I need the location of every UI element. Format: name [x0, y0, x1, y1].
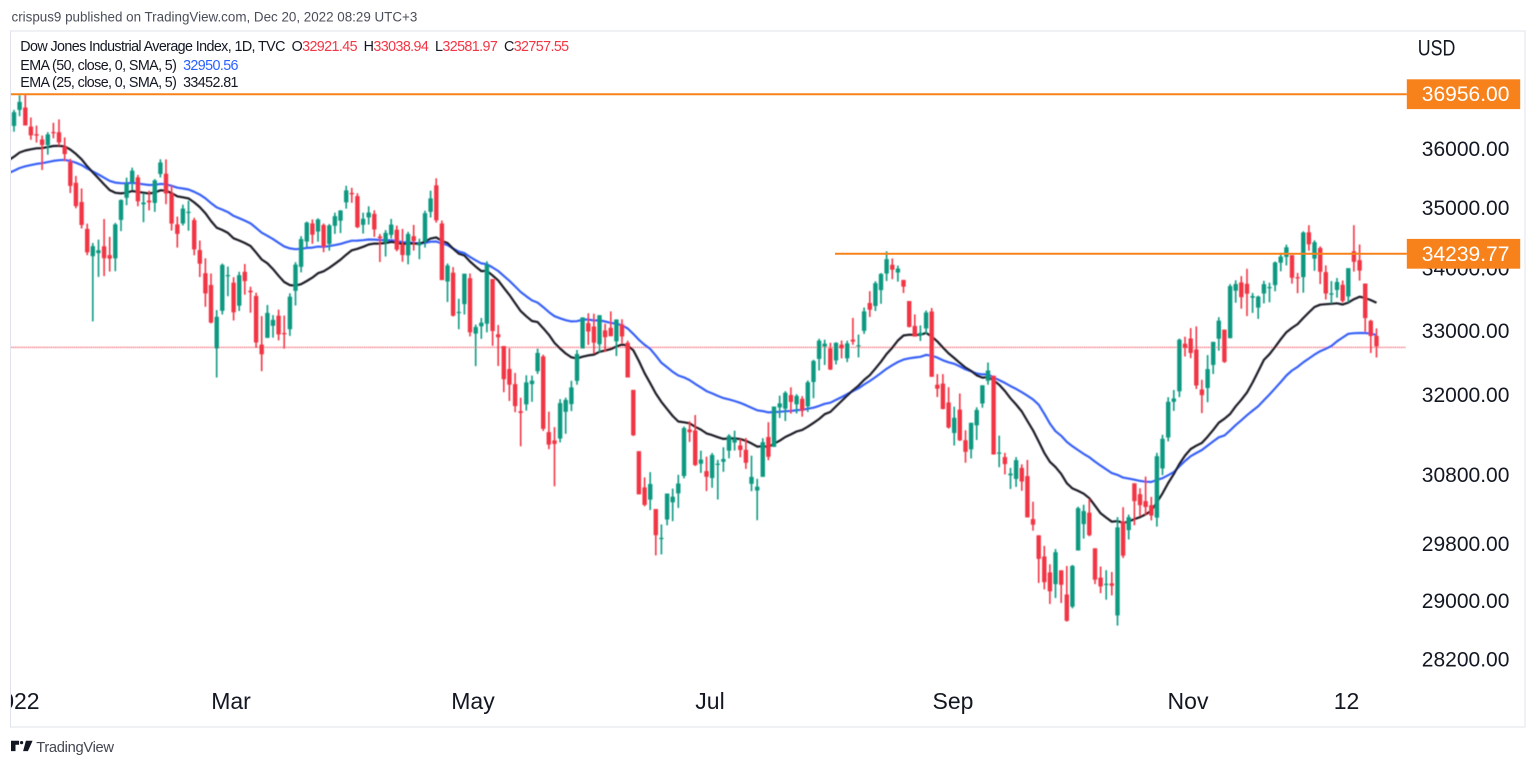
- svg-text:32000.00: 32000.00: [1422, 384, 1510, 407]
- svg-text:34239.77: 34239.77: [1422, 243, 1510, 266]
- svg-text:Jul: Jul: [695, 688, 724, 714]
- svg-text:35000.00: 35000.00: [1422, 197, 1510, 220]
- svg-text:USD: USD: [1418, 36, 1456, 61]
- svg-text:28200.00: 28200.00: [1422, 649, 1510, 672]
- svg-text:30800.00: 30800.00: [1422, 464, 1510, 487]
- svg-text:TradingView: TradingView: [36, 740, 114, 756]
- svg-text:Nov: Nov: [1168, 688, 1209, 714]
- svg-text:36956.00: 36956.00: [1422, 83, 1510, 106]
- svg-text:29000.00: 29000.00: [1422, 590, 1510, 613]
- svg-text:Sep: Sep: [933, 688, 974, 714]
- svg-text:crispus9 published on TradingV: crispus9 published on TradingView.com, D…: [12, 10, 418, 25]
- svg-text:EMA (50, close, 0, SMA, 5) 32: EMA (50, close, 0, SMA, 5) 32950.56: [20, 58, 238, 74]
- svg-text:Dow Jones Industrial Average I: Dow Jones Industrial Average Index, 1D, …: [20, 39, 569, 55]
- svg-text:Mar: Mar: [211, 688, 251, 714]
- svg-text:May: May: [451, 688, 495, 714]
- svg-text:36000.00: 36000.00: [1422, 138, 1510, 161]
- svg-text:EMA (25, close, 0, SMA, 5) 33: EMA (25, close, 0, SMA, 5) 33452.81: [20, 75, 238, 91]
- svg-text:33000.00: 33000.00: [1422, 320, 1510, 343]
- svg-text:29800.00: 29800.00: [1422, 533, 1510, 556]
- svg-text:2022: 2022: [0, 688, 40, 714]
- svg-text:12: 12: [1334, 688, 1360, 714]
